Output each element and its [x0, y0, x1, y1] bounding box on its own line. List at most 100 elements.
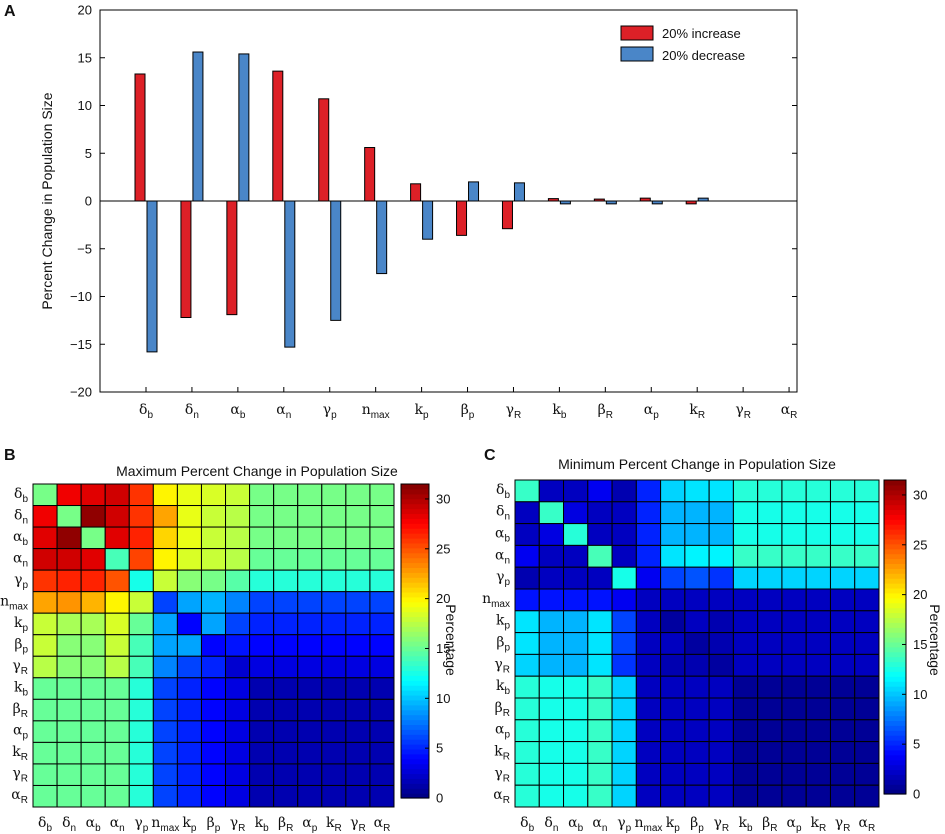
heatmap-cell — [781, 588, 807, 612]
heatmap-cell — [32, 505, 58, 528]
heatmap-cell — [273, 784, 299, 808]
colorbar-segment — [884, 720, 906, 726]
heatmap-cell — [635, 632, 662, 655]
x-tick-label-gamma_R: γR — [735, 402, 751, 421]
heatmap-cell — [660, 741, 686, 764]
heatmap-cell — [854, 588, 880, 612]
heatmap-cell — [732, 523, 759, 546]
colorbar-segment — [884, 676, 906, 682]
colorbar-segment — [884, 666, 906, 672]
colorbar-segment — [884, 519, 906, 525]
y-tick-label: 0 — [85, 194, 92, 209]
heatmap-cell — [635, 653, 662, 677]
heatmap-cell — [538, 784, 565, 808]
heatmap-cell — [514, 653, 540, 677]
heatmap-cell — [321, 505, 347, 528]
heatmap-cell — [684, 719, 710, 743]
colorbar-segment — [884, 710, 906, 717]
y-tick-label: 10 — [78, 98, 92, 113]
colorbar-segment — [884, 499, 906, 506]
colorbar-segment — [884, 504, 906, 511]
heatmap-cell — [805, 741, 831, 764]
heatmap-cell — [32, 548, 58, 571]
heatmap-cell — [805, 719, 831, 743]
heatmap-cell — [781, 675, 807, 699]
colorbar-segment — [401, 621, 429, 627]
heatmap-cell — [321, 655, 347, 679]
bar-increase-alpha_n — [272, 70, 284, 202]
heatmap-cell — [587, 523, 613, 546]
colorbar-tick-label: 0 — [913, 787, 920, 802]
colorbar-segment — [401, 739, 429, 745]
row-label-delta_b: δb — [496, 482, 510, 501]
colorbar-segment — [401, 748, 429, 755]
heatmap-cell — [152, 741, 178, 765]
heatmap-cell — [611, 653, 637, 677]
column-label-beta_p: βp — [690, 815, 704, 834]
column-label-k_R: kR — [810, 815, 826, 834]
colorbar-segment — [884, 578, 906, 584]
heatmap-cell — [345, 763, 371, 786]
panel-b-cells — [32, 483, 395, 808]
heatmap-cell — [635, 675, 662, 699]
heatmap-cell — [660, 784, 686, 808]
heatmap-cell — [273, 483, 299, 507]
heatmap-cell — [369, 763, 395, 786]
heatmap-cell — [56, 612, 82, 636]
colorbar-segment — [401, 704, 429, 711]
colorbar-segment — [884, 754, 906, 761]
colorbar-segment — [884, 543, 906, 550]
heatmap-cell — [321, 483, 347, 507]
colorbar-segment — [401, 655, 429, 662]
heatmap-cell — [781, 523, 807, 546]
heatmap-cell — [273, 720, 299, 743]
heatmap-cell — [128, 634, 154, 657]
heatmap-cell — [757, 719, 783, 743]
heatmap-cell — [32, 634, 58, 657]
heatmap-cell — [128, 505, 154, 528]
heatmap-cell — [660, 523, 686, 546]
heatmap-cell — [587, 653, 613, 677]
colorbar-segment — [884, 607, 906, 614]
colorbar-segment — [401, 636, 429, 642]
heatmap-cell — [829, 479, 856, 503]
colorbar-segment — [401, 547, 429, 554]
heatmap-cell — [225, 569, 251, 593]
heatmap-cell — [176, 677, 202, 700]
colorbar-segment — [401, 778, 429, 784]
heatmap-cell — [732, 653, 759, 677]
y-tick-label: 5 — [85, 146, 92, 161]
bar-increase-n_max — [364, 147, 376, 202]
heatmap-cell — [708, 784, 734, 808]
heatmap-cell — [200, 677, 227, 700]
heatmap-cell — [128, 698, 154, 722]
heatmap-cell — [732, 697, 759, 721]
heatmap-cell — [176, 505, 202, 528]
heatmap-cell — [321, 548, 347, 571]
panel-b-row-labels: δb δn αb αn γp nmax kp βp γR kb βR αp kR γR αR — [0, 486, 28, 806]
heatmap-cell — [805, 588, 831, 612]
column-label-alpha_b: αb — [86, 815, 101, 834]
heatmap-cell — [684, 632, 710, 655]
heatmap-cell — [225, 526, 251, 550]
heatmap-cell — [200, 483, 227, 507]
panel-b-colorbar-label: Percentage — [443, 604, 459, 676]
colorbar-segment — [884, 730, 906, 736]
x-tick-label-k_p: kp — [415, 402, 429, 421]
colorbar-segment — [401, 523, 429, 529]
x-tick-label-alpha_n: αn — [276, 402, 291, 421]
heatmap-cell — [514, 588, 540, 612]
column-label-alpha_b: αb — [568, 815, 583, 834]
heatmap-cell — [80, 698, 106, 722]
colorbar-tick-label: 30 — [436, 491, 450, 506]
colorbar-segment — [884, 744, 906, 751]
colorbar-segment — [884, 764, 906, 771]
heatmap-cell — [635, 741, 662, 764]
heatmap-cell — [104, 483, 130, 507]
heatmap-cell — [32, 612, 58, 636]
colorbar-segment — [401, 788, 429, 794]
heatmap-cell — [660, 675, 686, 699]
heatmap-cell — [273, 677, 299, 700]
heatmap-cell — [80, 634, 106, 657]
